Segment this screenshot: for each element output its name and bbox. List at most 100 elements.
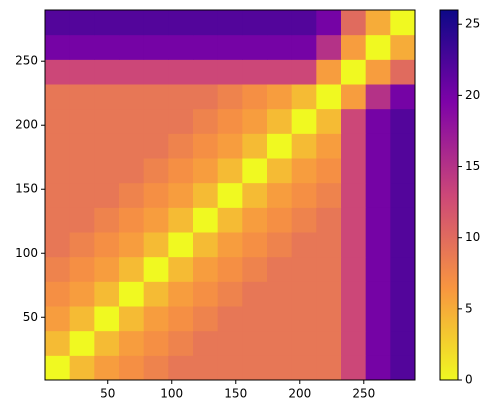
heatmap-cell	[143, 232, 169, 258]
heatmap-cell	[316, 158, 342, 184]
heatmap-cell	[69, 207, 95, 233]
heatmap-cell	[316, 108, 342, 134]
heatmap-cell	[193, 355, 219, 381]
heatmap-cell	[316, 306, 342, 332]
heatmap-cell	[45, 330, 71, 356]
heatmap-cell	[45, 34, 71, 60]
heatmap-cell	[341, 232, 367, 258]
heatmap-cell	[390, 355, 416, 381]
heatmap-cell	[94, 84, 120, 110]
heatmap-cell	[168, 256, 194, 282]
heatmap-cell	[94, 306, 120, 332]
heatmap-cell	[291, 207, 317, 233]
heatmap-cell	[291, 158, 317, 184]
heatmap-cell	[267, 133, 293, 159]
heatmap-cell	[267, 34, 293, 60]
heatmap-cell	[193, 84, 219, 110]
heatmap-cell	[143, 84, 169, 110]
heatmap-cell	[193, 34, 219, 60]
heatmap-cell	[45, 108, 71, 134]
heatmap-cell	[365, 355, 391, 381]
heatmap-cell	[193, 330, 219, 356]
heatmap-cell	[242, 232, 268, 258]
y-tick-label: 200	[15, 118, 38, 132]
heatmap-cell	[217, 133, 243, 159]
heatmap-cell	[94, 207, 120, 233]
heatmap-cell	[168, 10, 194, 36]
heatmap-cell	[316, 182, 342, 208]
heatmap-cell	[267, 207, 293, 233]
heatmap-cell	[267, 281, 293, 307]
x-tick-label: 50	[100, 387, 115, 401]
heatmap-cell	[217, 306, 243, 332]
heatmap-cell	[341, 355, 367, 381]
heatmap-cell	[390, 281, 416, 307]
heatmap-cell	[390, 306, 416, 332]
heatmap-cell	[242, 84, 268, 110]
heatmap-cell	[390, 34, 416, 60]
heatmap-cell	[45, 232, 71, 258]
heatmap-cell	[143, 256, 169, 282]
heatmap-cell	[119, 133, 145, 159]
heatmap-cell	[119, 10, 145, 36]
heatmap-cell	[119, 108, 145, 134]
heatmap-cell	[143, 330, 169, 356]
heatmap-cell	[390, 207, 416, 233]
heatmap-cell	[267, 182, 293, 208]
heatmap-cell	[341, 10, 367, 36]
x-tick-label: 250	[352, 387, 375, 401]
heatmap-cell	[242, 207, 268, 233]
heatmap-cell	[242, 281, 268, 307]
heatmap-cell	[291, 59, 317, 85]
heatmap-cell	[168, 232, 194, 258]
heatmap-cell	[119, 330, 145, 356]
heatmap-cell	[316, 330, 342, 356]
heatmap-cell	[341, 158, 367, 184]
heatmap-cell	[365, 158, 391, 184]
heatmap-cell	[143, 34, 169, 60]
heatmap-cell	[45, 256, 71, 282]
heatmap-cell	[193, 133, 219, 159]
heatmap-cell	[168, 84, 194, 110]
heatmap-cell	[291, 256, 317, 282]
heatmap-cell	[365, 10, 391, 36]
colorbar-tick-label: 10	[465, 230, 480, 244]
heatmap-cell	[69, 34, 95, 60]
heatmap-cell	[291, 281, 317, 307]
heatmap-cell	[143, 108, 169, 134]
heatmap-cell	[267, 306, 293, 332]
heatmap-cell	[267, 355, 293, 381]
heatmap-cell	[341, 306, 367, 332]
colorbar-tick-label: 0	[465, 373, 473, 387]
heatmap-cell	[45, 182, 71, 208]
heatmap-cell	[119, 256, 145, 282]
heatmap-cell	[45, 59, 71, 85]
heatmap-cell	[291, 84, 317, 110]
heatmap-cell	[69, 10, 95, 36]
heatmap-cell	[316, 10, 342, 36]
heatmap-cell	[45, 10, 71, 36]
heatmap-cell	[341, 207, 367, 233]
plot-frame	[44, 9, 416, 381]
heatmap-cell	[45, 306, 71, 332]
heatmap-cell	[390, 10, 416, 36]
heatmap-cell	[69, 306, 95, 332]
heatmap-cell	[291, 232, 317, 258]
heatmap-cell	[316, 256, 342, 282]
heatmap-cell	[94, 281, 120, 307]
heatmap-cell	[143, 158, 169, 184]
heatmap-cell	[143, 182, 169, 208]
heatmap-cell	[193, 59, 219, 85]
heatmap-cell	[168, 281, 194, 307]
heatmap-cell	[143, 10, 169, 36]
heatmap-cell	[242, 355, 268, 381]
heatmap-cell	[45, 207, 71, 233]
heatmap-cell	[168, 158, 194, 184]
heatmap-cell	[316, 207, 342, 233]
heatmap-cell	[217, 232, 243, 258]
heatmap-cell	[69, 256, 95, 282]
heatmap-cell	[193, 256, 219, 282]
heatmap-cell	[193, 10, 219, 36]
heatmap-cell	[45, 84, 71, 110]
heatmap-cell	[316, 34, 342, 60]
